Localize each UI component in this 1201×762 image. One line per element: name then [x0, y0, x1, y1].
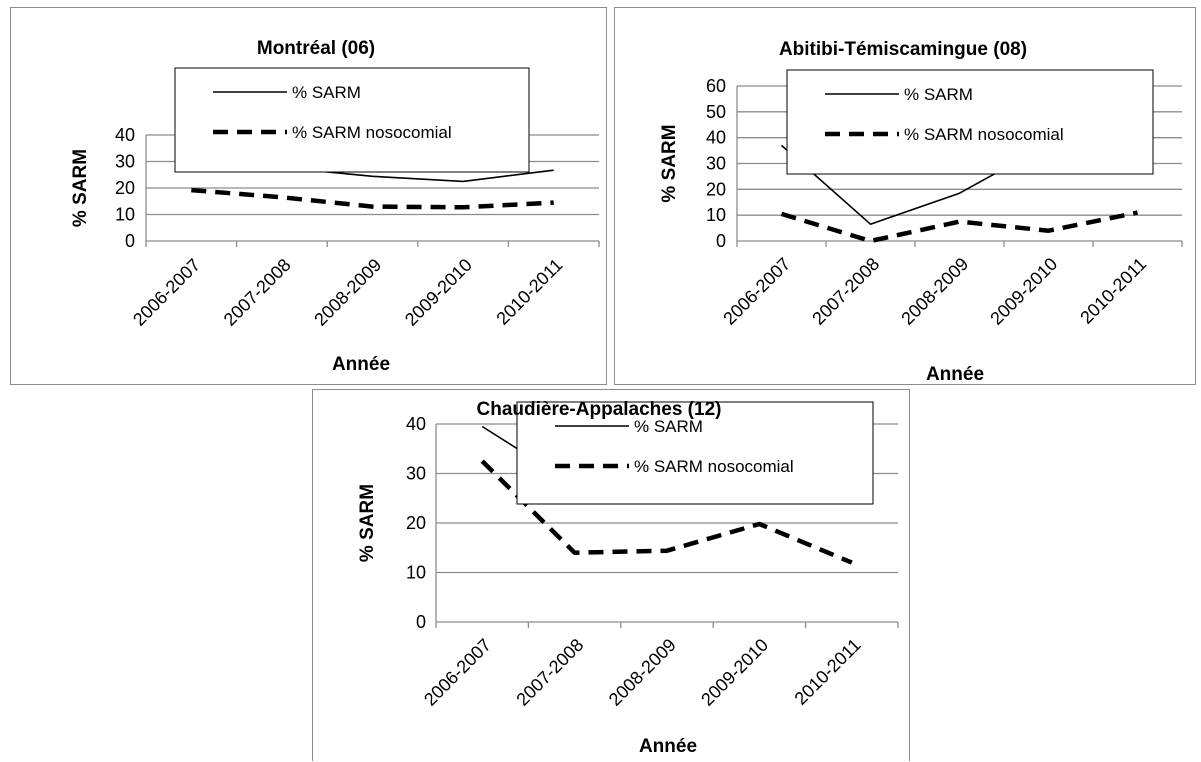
- x-tick-label: 2007-2008: [808, 254, 883, 329]
- y-tick-label: 0: [125, 231, 135, 251]
- y-tick-label: 10: [406, 563, 426, 583]
- legend-label: % SARM nosocomial: [904, 125, 1064, 144]
- chart-title: Abitibi-Témiscamingue (08): [779, 39, 1027, 60]
- chart-title: Montréal (06): [257, 38, 375, 59]
- y-tick-label: 40: [406, 414, 426, 434]
- x-tick-label: 2008-2009: [897, 254, 972, 329]
- y-tick-label: 30: [406, 464, 426, 484]
- x-axis-title: Année: [332, 354, 390, 375]
- x-tick-label: 2008-2009: [310, 255, 385, 330]
- legend-label: % SARM nosocomial: [634, 457, 794, 476]
- x-tick-label: 2009-2010: [697, 635, 772, 710]
- y-tick-label: 0: [416, 612, 426, 632]
- legend-label: % SARM: [904, 85, 973, 104]
- legend-label: % SARM nosocomial: [292, 123, 452, 142]
- series-line-nosocomial: [191, 190, 553, 207]
- y-axis-title: % SARM: [659, 124, 680, 202]
- y-tick-label: 20: [406, 513, 426, 533]
- legend-label: % SARM: [292, 83, 361, 102]
- x-tick-label: 2009-2010: [401, 255, 476, 330]
- x-tick-label: 2006-2007: [420, 635, 495, 710]
- x-axis-title: Année: [639, 736, 697, 757]
- series-line-nosocomial: [782, 213, 1138, 241]
- y-tick-label: 20: [706, 179, 726, 199]
- x-tick-label: 2008-2009: [605, 635, 680, 710]
- y-tick-label: 40: [706, 128, 726, 148]
- x-tick-label: 2006-2007: [129, 255, 204, 330]
- y-tick-label: 10: [115, 205, 135, 225]
- y-tick-label: 40: [115, 125, 135, 145]
- y-axis-title: % SARM: [357, 484, 378, 562]
- x-axis-title: Année: [926, 364, 984, 385]
- x-tick-label: 2010-2011: [1076, 254, 1150, 328]
- chart-title: Chaudière-Appalaches (12): [477, 399, 722, 420]
- y-tick-label: 30: [115, 152, 135, 172]
- y-tick-label: 20: [115, 178, 135, 198]
- y-tick-label: 30: [706, 154, 726, 174]
- x-tick-label: 2007-2008: [512, 635, 587, 710]
- x-tick-label: 2010-2011: [791, 635, 865, 709]
- y-tick-label: 10: [706, 205, 726, 225]
- x-tick-label: 2007-2008: [220, 255, 295, 330]
- x-tick-label: 2010-2011: [492, 255, 566, 329]
- y-tick-label: 50: [706, 102, 726, 122]
- x-tick-label: 2006-2007: [719, 254, 794, 329]
- y-tick-label: 60: [706, 76, 726, 96]
- y-axis-title: % SARM: [70, 149, 91, 227]
- x-tick-label: 2009-2010: [986, 254, 1061, 329]
- y-tick-label: 0: [716, 231, 726, 251]
